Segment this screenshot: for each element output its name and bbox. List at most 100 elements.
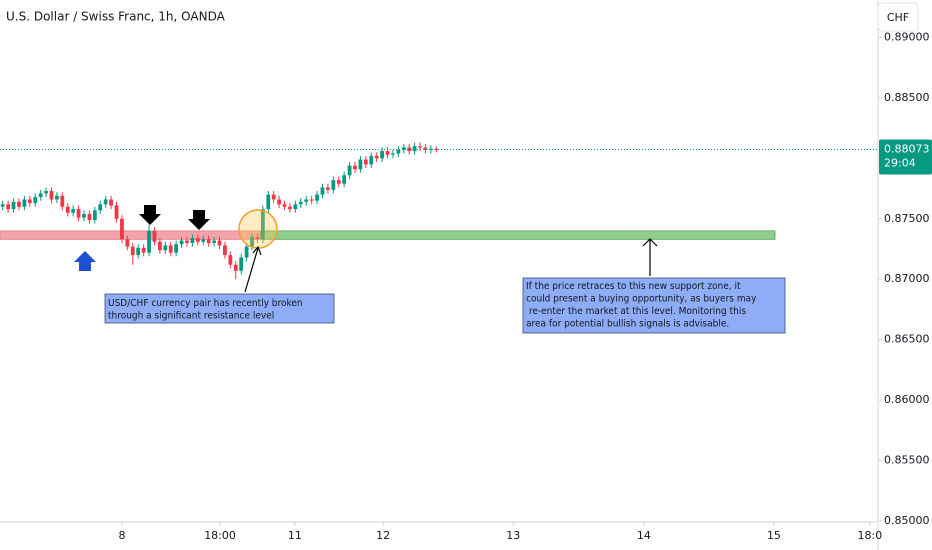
x-tick-label: 13 <box>506 529 520 542</box>
candle-body <box>109 199 114 206</box>
pointer-line <box>244 247 259 293</box>
candle-body <box>120 218 124 240</box>
candle-body <box>244 246 249 258</box>
down-arrow <box>139 205 161 225</box>
candle-body <box>11 201 16 210</box>
candle-body <box>114 205 119 219</box>
candle-body <box>174 244 179 253</box>
candle-body <box>27 199 32 204</box>
candle-body <box>136 247 141 256</box>
y-tick-label: 0.87000 <box>884 272 930 285</box>
candles <box>0 142 439 280</box>
note-box <box>522 277 786 334</box>
y-tick-label: 0.87500 <box>884 212 930 225</box>
note-text: USD/CHF currency pair has recently broke… <box>108 298 303 309</box>
candle-body <box>103 199 108 205</box>
candle-body <box>347 165 352 176</box>
candle-body <box>423 147 428 150</box>
candle-body <box>374 155 379 159</box>
candle-body <box>22 199 27 207</box>
candle-body <box>391 153 395 155</box>
candle-body <box>304 199 309 202</box>
x-tick-label: 15 <box>767 529 781 542</box>
candle-body <box>233 264 238 271</box>
candle-body <box>282 204 287 207</box>
candle-body <box>353 165 357 170</box>
candle-body <box>434 148 439 150</box>
candle-body <box>325 187 330 190</box>
x-tick-label: 18:00 <box>204 529 236 542</box>
candle-body <box>336 180 341 184</box>
candle-body <box>396 149 401 154</box>
candle-body <box>201 239 206 242</box>
candle-body <box>228 255 233 265</box>
countdown-label: 29:04 <box>884 157 916 170</box>
candle-body <box>385 151 390 155</box>
candle-body <box>190 238 195 243</box>
x-tick-label: 18:0 <box>858 529 883 542</box>
candle-body <box>223 245 227 256</box>
y-tick-label: 0.86500 <box>884 333 930 346</box>
candle-body <box>98 204 103 211</box>
candle-body <box>38 193 43 198</box>
pointer-head <box>642 238 658 247</box>
candle-body <box>255 236 260 240</box>
candle-body <box>418 146 422 148</box>
candle-body <box>6 204 11 210</box>
up-arrow <box>74 251 96 271</box>
candle-body <box>152 230 157 242</box>
price-zone <box>0 230 261 240</box>
candle-body <box>157 241 162 251</box>
x-tick-label: 8 <box>118 529 125 542</box>
candle-body <box>206 239 211 243</box>
candle-body <box>342 175 347 184</box>
candle-body <box>185 240 189 243</box>
currency-button[interactable] <box>877 2 919 32</box>
candle-body <box>71 209 76 213</box>
candle-body <box>217 240 222 246</box>
candle-body <box>141 247 146 253</box>
y-tick-label: 0.85500 <box>884 454 930 467</box>
chart-title: U.S. Dollar / Swiss Franc, 1h, OANDA <box>6 10 226 24</box>
candle-body <box>82 213 86 218</box>
candle-body <box>33 197 38 204</box>
candle-body <box>320 187 325 195</box>
x-tick-label: 11 <box>288 529 302 542</box>
candle-body <box>401 147 406 150</box>
last-price-box <box>879 139 932 175</box>
x-tick-label: 12 <box>376 529 390 542</box>
candle-body <box>76 209 81 218</box>
candle-body <box>92 210 97 221</box>
candle-body <box>315 194 319 201</box>
candle-body <box>277 199 282 205</box>
note-text: could present a buying opportunity, as b… <box>526 294 757 305</box>
candle-body <box>309 199 314 201</box>
y-tick-label: 0.88500 <box>884 91 930 104</box>
x-tick-label: 14 <box>637 529 651 542</box>
highlight-circle <box>238 209 278 249</box>
candle-body <box>271 194 276 200</box>
price-zone <box>259 230 776 240</box>
candle-body <box>87 213 92 221</box>
candle-body <box>288 206 292 210</box>
candle-body <box>55 195 59 200</box>
candle-body <box>428 148 433 150</box>
candle-body <box>298 201 303 205</box>
note-text: through a significant resistance level <box>108 311 274 322</box>
currency-label[interactable]: CHF <box>887 11 909 24</box>
candle-body <box>60 195 65 207</box>
pointer-head <box>252 245 262 256</box>
candle-body <box>239 257 244 271</box>
candle-body <box>65 206 70 213</box>
note-text: If the price retraces to this new suppor… <box>526 281 741 292</box>
candle-body <box>163 245 168 251</box>
zones <box>0 230 776 240</box>
candle-body <box>168 245 173 253</box>
candle-body <box>412 146 417 152</box>
candle-body <box>407 147 412 152</box>
candle-body <box>17 201 21 207</box>
candle-body <box>195 238 200 242</box>
candle-body <box>0 204 5 207</box>
